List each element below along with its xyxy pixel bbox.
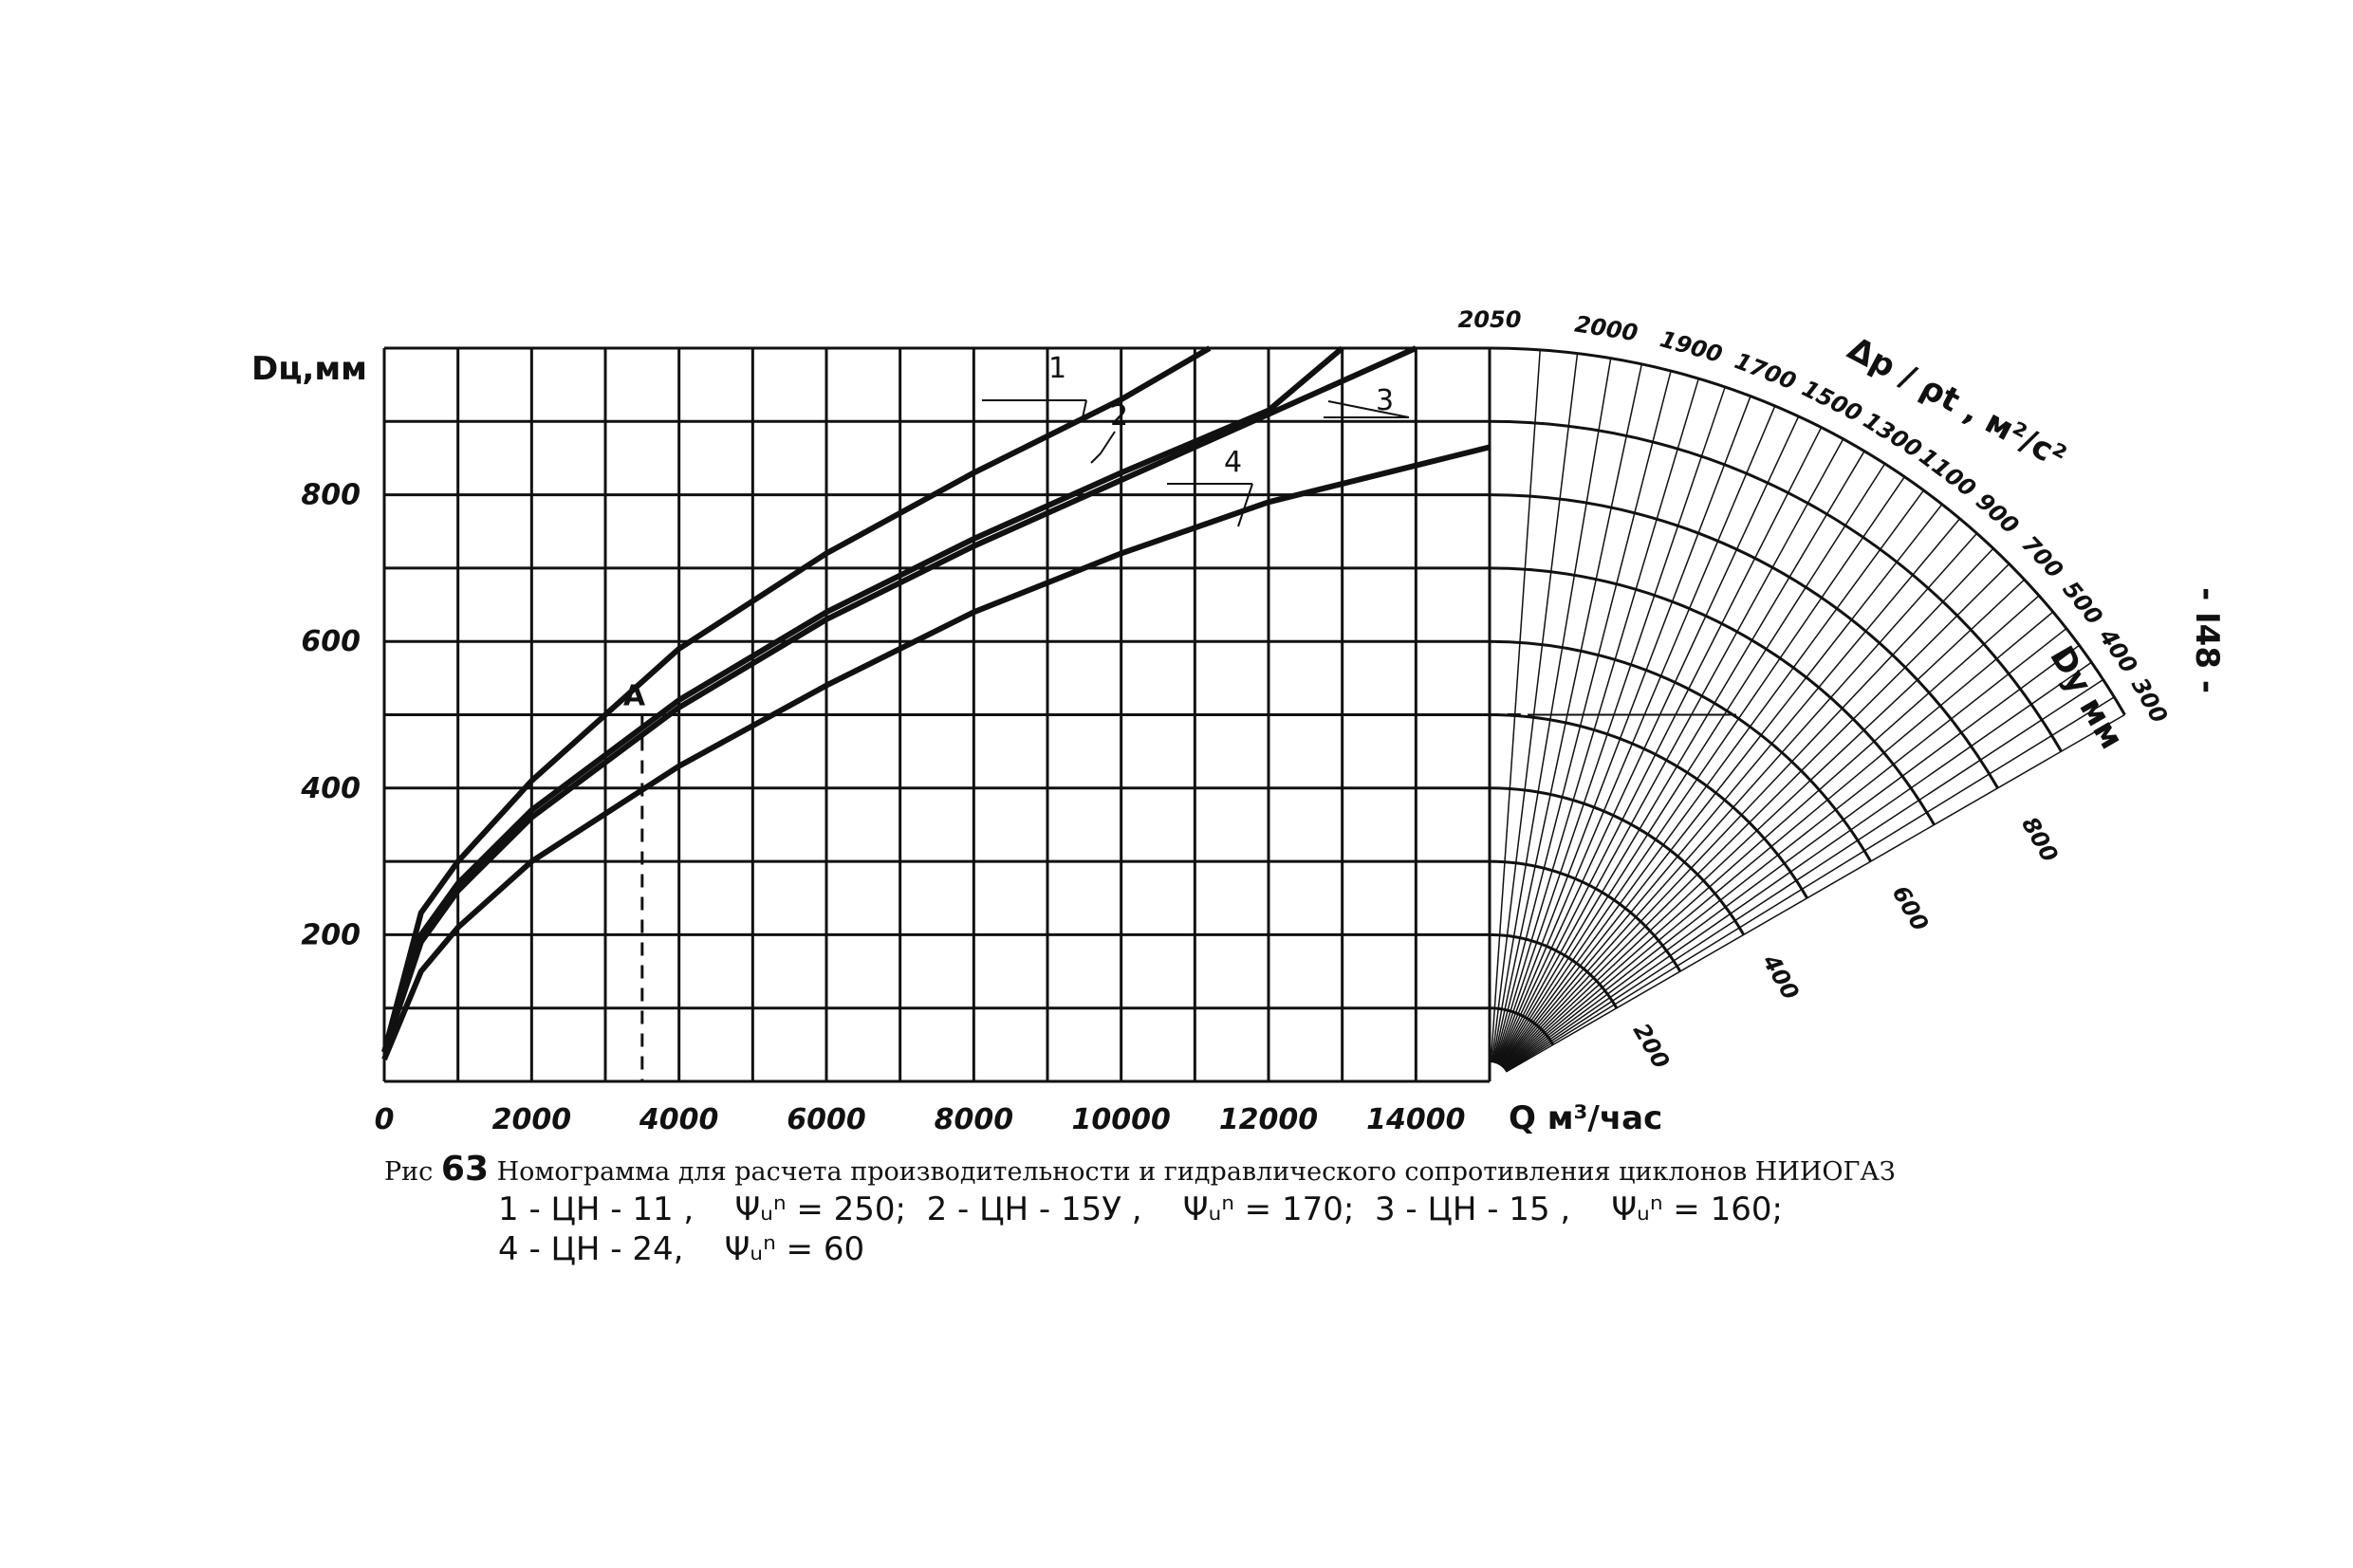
fan-radial <box>1505 678 2104 1072</box>
fan-radial <box>1504 661 2092 1072</box>
fan-arc <box>1489 419 2063 752</box>
fan-radial <box>1490 349 1541 1063</box>
fan-outer-label: 1900 <box>1658 325 1726 368</box>
fan-radial <box>1500 504 1943 1067</box>
caption-title: Номограмма для расчета производительност… <box>496 1157 1896 1187</box>
x-tick-label: 0 <box>375 1103 395 1136</box>
fan-radial <box>1502 547 1994 1068</box>
fan-radial <box>1492 363 1643 1063</box>
page-number: - I48 - <box>2187 587 2226 693</box>
x-axis-label: Q м³/час <box>1509 1099 1662 1137</box>
fan-radial <box>1496 415 1800 1065</box>
y-tick-label: 600 <box>301 625 361 658</box>
y-tick-label: 200 <box>301 918 361 951</box>
curve-label-leader <box>1327 400 1410 418</box>
curve-series <box>381 444 1491 1061</box>
fan-radial <box>1501 532 1978 1068</box>
x-tick-label: 6000 <box>787 1103 866 1136</box>
fan-radial <box>1499 463 1886 1066</box>
curve-label: 4 <box>1224 446 1242 479</box>
fan-arc <box>1489 786 1746 936</box>
x-tick-label: 14000 <box>1366 1103 1465 1136</box>
x-tick-label: 10000 <box>1071 1103 1170 1136</box>
fan-radial <box>1504 644 2080 1071</box>
fan-radial <box>1497 427 1823 1065</box>
fan-radial <box>1497 438 1844 1065</box>
curves <box>381 345 1491 1061</box>
x-tick-label: 12000 <box>1219 1103 1318 1136</box>
fan-outer-label: 2000 <box>1573 311 1640 347</box>
fan-outer-label: 700 <box>2016 531 2068 584</box>
fan-radial <box>1503 595 2040 1070</box>
fan-arc <box>1489 346 2126 716</box>
figure-caption: Рис 63 Номограмма для расчета производит… <box>384 1150 2282 1268</box>
fan-outer-label: 400 <box>2093 623 2142 678</box>
fan-radial <box>1500 489 1925 1067</box>
curve-label-leader <box>1090 452 1102 464</box>
fan-radial-label: 800 <box>2016 812 2063 866</box>
curve-label: 3 <box>1376 384 1394 417</box>
fan-radial-label: 200 <box>1628 1019 1675 1073</box>
fan-radial <box>1503 579 2026 1069</box>
fan-radial <box>1505 713 2125 1073</box>
point-a-label: A <box>623 680 646 713</box>
curve-label-leader <box>1100 431 1116 454</box>
fan-radial <box>1502 563 2010 1069</box>
fan-radial <box>1504 627 2067 1071</box>
tick-labels: 0 2000 4000 6000 8000 10000 12000 14000 200 400 60… <box>251 350 1662 1137</box>
fan-outer-label: 1100 <box>1915 443 1981 503</box>
fan-outer-label: 2050 <box>1458 306 1522 333</box>
curve-series <box>381 345 1212 1053</box>
caption-legend-1: 1 - ЦН - 11 , Ψᵤⁿ = 250; 2 - ЦН - 15У , … <box>498 1190 1783 1228</box>
fan-radial <box>1505 696 2115 1073</box>
fan-radial <box>1493 370 1672 1063</box>
curve-series <box>381 345 1344 1053</box>
curve-label-leader <box>1237 483 1253 527</box>
fan-outer-label: 1700 <box>1731 347 1799 395</box>
fan-arc <box>1489 713 1809 899</box>
fan-arc <box>1489 932 1619 1009</box>
caption-title-line: Рис 63 Номограмма для расчета производит… <box>384 1150 2282 1189</box>
curve-label: 2 <box>1110 399 1128 433</box>
caption-number: 63 <box>440 1150 489 1189</box>
fan-outer-label: 500 <box>2057 576 2107 630</box>
y-tick-label: 800 <box>301 479 361 512</box>
y-tick-label: 400 <box>300 772 361 805</box>
fan-radial <box>1501 518 1961 1068</box>
fan-radial <box>1493 378 1699 1064</box>
fan-radial <box>1496 405 1776 1064</box>
fan-scale-label: Δp / ρt , м²/c² <box>1842 330 2072 477</box>
curve-label-leader <box>1081 399 1087 423</box>
fan-radial <box>1491 353 1579 1063</box>
x-tick-label: 4000 <box>639 1103 719 1136</box>
fan-radial <box>1498 451 1865 1066</box>
x-tick-label: 8000 <box>935 1103 1014 1136</box>
plot-grid <box>382 346 1491 1083</box>
caption-legend-2: 4 - ЦН - 24, Ψᵤⁿ = 60 <box>498 1230 865 1268</box>
fan-radial <box>1495 396 1751 1064</box>
fan-outer-label: 300 <box>2126 673 2173 728</box>
curve-series <box>381 345 1417 1054</box>
fan-arc <box>1489 493 1999 789</box>
fan-radial-label: 600 <box>1887 881 1934 935</box>
fan-radial <box>1503 611 2054 1070</box>
fan-radial <box>1491 358 1612 1063</box>
annotations: A <box>623 399 1736 1081</box>
fan-radial <box>1499 476 1906 1066</box>
fan-radial-label: 400 <box>1757 950 1805 1005</box>
y-axis-label: Dц,мм <box>251 350 367 388</box>
fan-arc <box>1489 566 1936 826</box>
fan-radial <box>1494 386 1726 1064</box>
fan-outer-label: 900 <box>1971 488 2024 539</box>
fan-arc <box>1489 639 1872 862</box>
fan-scale: 2050 2000 19001700150013001100900700500400… <box>1458 306 2173 1073</box>
fan-outer-label: 1500 <box>1798 375 1866 427</box>
x-tick-label: 2000 <box>492 1103 572 1136</box>
curve-label: 1 <box>1048 352 1066 385</box>
caption-prefix: Рис <box>384 1157 434 1187</box>
